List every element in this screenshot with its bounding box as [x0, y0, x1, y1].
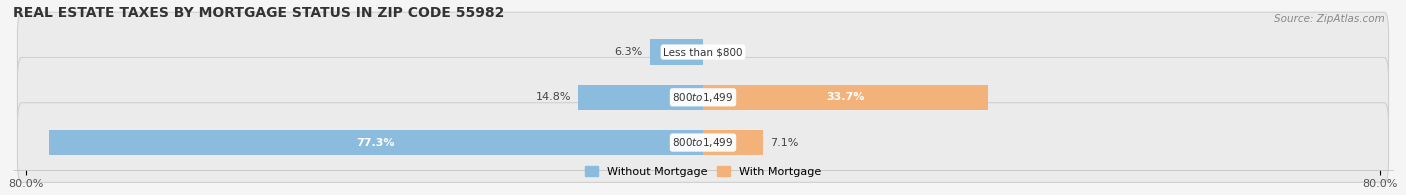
Text: 77.3%: 77.3% — [357, 137, 395, 148]
Text: REAL ESTATE TAXES BY MORTGAGE STATUS IN ZIP CODE 55982: REAL ESTATE TAXES BY MORTGAGE STATUS IN … — [13, 5, 505, 20]
FancyBboxPatch shape — [17, 12, 1389, 92]
Text: 6.3%: 6.3% — [614, 47, 643, 57]
Text: 7.1%: 7.1% — [770, 137, 799, 148]
Bar — [703, 85, 988, 110]
Legend: Without Mortgage, With Mortgage: Without Mortgage, With Mortgage — [581, 162, 825, 181]
Bar — [703, 130, 763, 155]
Text: Source: ZipAtlas.com: Source: ZipAtlas.com — [1274, 14, 1385, 24]
Text: 0.0%: 0.0% — [710, 47, 738, 57]
FancyBboxPatch shape — [17, 58, 1389, 137]
Text: $800 to $1,499: $800 to $1,499 — [672, 136, 734, 149]
FancyBboxPatch shape — [17, 103, 1389, 182]
Bar — [578, 85, 703, 110]
Text: 14.8%: 14.8% — [536, 92, 571, 102]
Text: 33.7%: 33.7% — [827, 92, 865, 102]
Bar — [49, 130, 703, 155]
Text: $800 to $1,499: $800 to $1,499 — [672, 91, 734, 104]
Bar — [650, 39, 703, 65]
Text: Less than $800: Less than $800 — [664, 47, 742, 57]
